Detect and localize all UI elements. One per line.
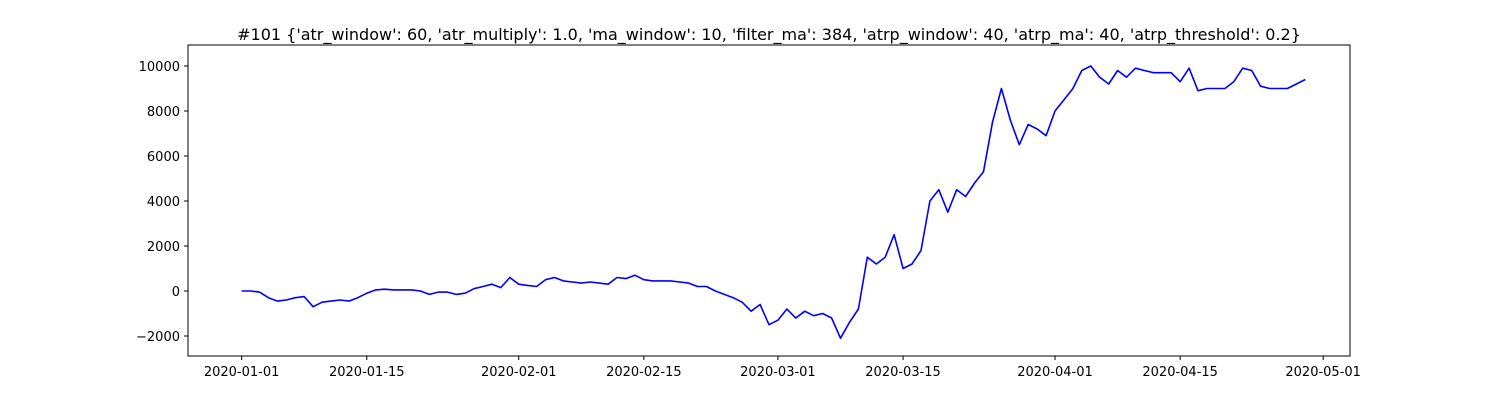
y-tick-label: 2000 bbox=[147, 240, 180, 255]
x-tick-label: 2020-02-15 bbox=[606, 365, 682, 380]
x-tick-label: 2020-01-15 bbox=[329, 365, 405, 380]
x-tick-label: 2020-04-01 bbox=[1017, 365, 1093, 380]
y-tick-label: −2000 bbox=[136, 330, 180, 345]
y-tick-label: 6000 bbox=[147, 150, 180, 165]
y-tick-label: 0 bbox=[172, 285, 180, 300]
y-tick-label: 8000 bbox=[147, 105, 180, 120]
line bbox=[241, 65, 1306, 339]
x-tick-label: 2020-04-15 bbox=[1142, 365, 1218, 380]
y-tick-label: 10000 bbox=[139, 60, 180, 75]
x-tick-label: 2020-02-01 bbox=[481, 365, 557, 380]
x-tick-label: 2020-05-01 bbox=[1285, 365, 1361, 380]
x-tick-label: 2020-03-15 bbox=[865, 365, 941, 380]
chart-title: #101 {'atr_window': 60, 'atr_multiply': … bbox=[237, 25, 1301, 45]
x-tick-label: 2020-03-01 bbox=[740, 365, 816, 380]
x-tick-label: 2020-01-01 bbox=[204, 365, 280, 380]
plot-frame bbox=[187, 44, 1351, 357]
y-tick-label: 4000 bbox=[147, 195, 180, 210]
